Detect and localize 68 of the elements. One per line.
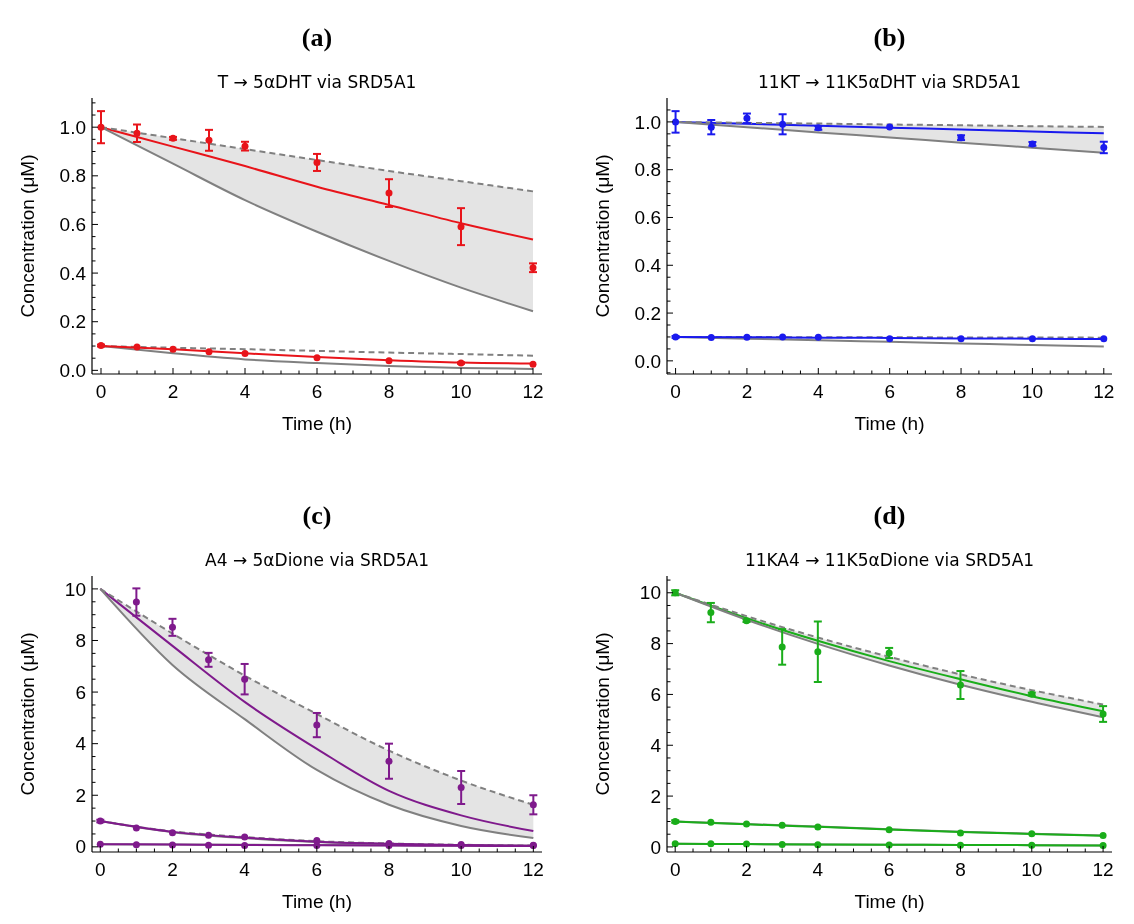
x-tick-label: 12	[522, 381, 544, 402]
x-axis-title: Time (h)	[281, 413, 353, 434]
chart-title: (a)	[301, 23, 333, 52]
y-tick-label: 0.2	[59, 311, 86, 333]
y-tick-label: 2	[75, 784, 86, 806]
y-tick-label: 0.0	[59, 360, 86, 381]
y-tick-label: 4	[75, 733, 87, 755]
x-tick-label: 0	[95, 381, 107, 402]
y-axis-title: Concentration (μM)	[17, 632, 38, 796]
x-tick-label: 6	[883, 859, 895, 880]
y-tick-label: 0.4	[634, 254, 662, 276]
x-tick-label: 8	[383, 381, 395, 402]
y-tick-label: 8	[75, 630, 86, 652]
chart-title: (d)	[873, 501, 906, 530]
y-tick-label: 6	[75, 681, 86, 703]
y-tick-label: 8	[650, 633, 661, 655]
x-tick-label: 8	[383, 859, 395, 880]
y-tick-label: 0	[75, 836, 86, 858]
x-axis-title: Time (h)	[854, 413, 925, 434]
y-tick-label: 2	[650, 785, 661, 807]
chart-subtitle: 11KT → 11K5αDHT via SRD5A1	[758, 72, 1021, 92]
y-tick-label: 1.0	[634, 111, 661, 133]
x-tick-label: 2	[741, 381, 753, 402]
y-axis-title: Concentration (μM)	[592, 154, 613, 318]
chart-subtitle: 11KA4 → 11K5αDione via SRD5A1	[744, 550, 1035, 570]
x-tick-label: 4	[239, 859, 251, 880]
y-tick-label: 0.6	[634, 207, 661, 229]
y-tick-label: 0.8	[634, 159, 661, 181]
y-tick-label: 0.0	[634, 350, 661, 372]
y-tick-label: 0.4	[59, 262, 87, 284]
x-axis-title: Time (h)	[854, 891, 925, 912]
x-tick-label: 8	[955, 859, 966, 880]
chart-title: (c)	[302, 501, 332, 530]
y-tick-label: 0.8	[59, 165, 86, 187]
x-tick-label: 4	[813, 381, 825, 402]
x-tick-label: 10	[1021, 381, 1043, 402]
x-tick-label: 4	[239, 381, 251, 402]
x-tick-label: 2	[741, 859, 752, 880]
x-tick-label: 10	[450, 859, 472, 880]
x-tick-label: 6	[311, 859, 323, 880]
x-tick-label: 6	[311, 381, 323, 402]
y-tick-label: 0.2	[634, 302, 661, 324]
x-axis-title: Time (h)	[281, 891, 353, 912]
y-tick-label: 6	[650, 684, 661, 706]
y-tick-label: 1.0	[59, 116, 86, 138]
chart-subtitle: A4 → 5αDione via SRD5A1	[205, 550, 429, 570]
y-axis-title: Concentration (μM)	[17, 154, 38, 318]
x-tick-label: 2	[167, 859, 178, 880]
y-tick-label: 10	[64, 578, 86, 600]
x-tick-label: 12	[1093, 381, 1115, 402]
x-tick-label: 0	[95, 859, 106, 880]
x-tick-label: 12	[1092, 859, 1114, 880]
x-tick-label: 2	[167, 381, 179, 402]
x-tick-label: 12	[522, 859, 544, 880]
x-tick-label: 10	[450, 381, 472, 402]
y-tick-label: 0.6	[59, 214, 86, 236]
x-tick-label: 8	[955, 381, 967, 402]
x-tick-label: 0	[670, 381, 681, 402]
x-tick-label: 6	[884, 381, 895, 402]
x-tick-label: 4	[812, 859, 824, 880]
x-tick-label: 10	[1021, 859, 1043, 880]
y-tick-label: 10	[639, 582, 661, 604]
chart-title: (b)	[873, 23, 906, 52]
y-tick-label: 4	[650, 734, 662, 756]
x-tick-label: 0	[669, 859, 681, 880]
y-axis-title: Concentration (μM)	[592, 632, 613, 796]
y-tick-label: 0	[650, 836, 661, 858]
chart-subtitle: T → 5αDHT via SRD5A1	[216, 72, 417, 92]
